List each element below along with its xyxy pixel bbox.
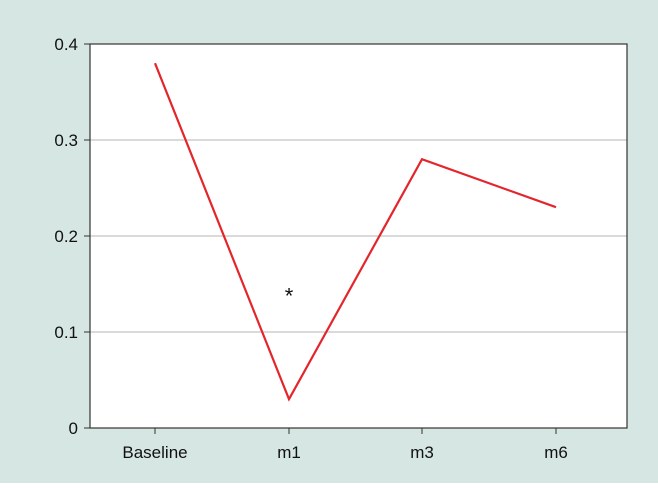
annotations: * [285, 284, 294, 309]
x-tick-label: Baseline [122, 443, 187, 462]
y-tick-label: 0.2 [54, 227, 78, 246]
y-tick-label: 0.3 [54, 131, 78, 150]
x-tick-label: m6 [544, 443, 568, 462]
y-tick-label: 0.1 [54, 323, 78, 342]
x-tick-label: m3 [410, 443, 434, 462]
significance-marker: * [285, 284, 294, 309]
y-tick-label: 0.4 [54, 35, 78, 54]
y-tick-label: 0 [69, 419, 78, 438]
x-tick-label: m1 [277, 443, 301, 462]
